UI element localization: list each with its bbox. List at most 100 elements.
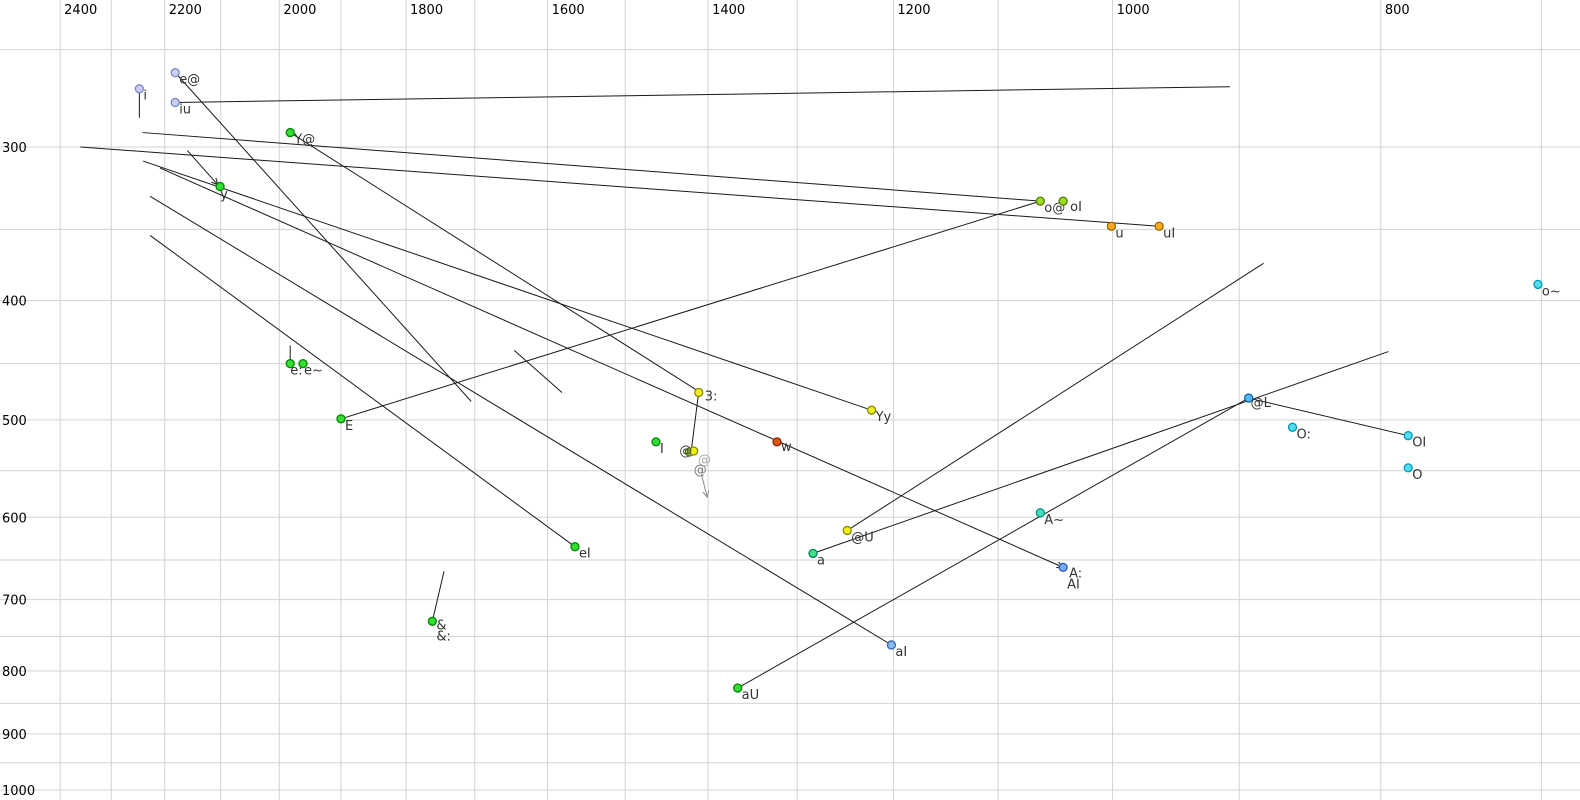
- vowel-point-o@: [1035, 196, 1045, 206]
- vowel-label-Yy: Yy: [875, 410, 892, 425]
- vowel-point-OI: [1403, 431, 1413, 441]
- vowel-label-u: u: [1115, 226, 1123, 241]
- trajectory-line: [142, 160, 872, 411]
- vowel-label-a: a: [817, 553, 825, 568]
- vowel-label-aI: aI: [895, 645, 907, 660]
- vowel-point-A:: [1058, 562, 1068, 573]
- trajectory-line: [142, 132, 1041, 202]
- vowel-label-OI: OI: [1412, 436, 1426, 451]
- vowel-point-a: [808, 548, 818, 559]
- trajectory-arrowhead: [702, 491, 708, 498]
- vowel-point-eI: [570, 542, 580, 552]
- trajectory-line: [846, 262, 1264, 531]
- x-tick-label: 2400: [64, 3, 97, 18]
- vowel-point-iu: [170, 97, 180, 108]
- y-tick-label: 400: [2, 295, 27, 310]
- vowel-point-unlabeled: [688, 446, 699, 456]
- trajectory-line: [149, 195, 892, 646]
- vowel-label-uI: uI: [1163, 226, 1175, 241]
- vowel-label-oI: oI: [1070, 200, 1082, 215]
- floating-label-schwa: @: [694, 463, 707, 478]
- vowel-label-aU: aU: [742, 688, 759, 703]
- vowel-label-A~: A~: [1044, 513, 1064, 528]
- vowel-point-A~: [1035, 508, 1045, 518]
- vowel-point-3:: [694, 387, 704, 398]
- x-tick-label: 800: [1385, 3, 1410, 18]
- x-tick-label: 1800: [410, 3, 443, 18]
- vowel-point-w: [772, 437, 782, 447]
- trajectory-line: [700, 473, 708, 498]
- vowel-point-e:: [285, 358, 295, 369]
- trajectory-line: [431, 571, 445, 622]
- vowel-point-aI: [886, 640, 897, 650]
- vowel-label-O:: O:: [1297, 427, 1311, 442]
- x-tick-label: 1600: [552, 3, 585, 18]
- trajectory-line: [174, 72, 472, 402]
- trajectory-line: [187, 150, 219, 186]
- trajectory-line: [1248, 397, 1409, 437]
- vowel-label-e~: e~: [304, 364, 323, 379]
- vowel-point-@L: [1243, 393, 1254, 403]
- x-tick-label: 1200: [897, 3, 930, 18]
- vowel-label-&:: &:: [436, 629, 451, 644]
- y-tick-label: 1000: [2, 784, 35, 799]
- vowel-point-O:: [1287, 422, 1298, 432]
- vowel-point-I: [651, 437, 661, 447]
- vowel-point-Y@: [285, 127, 295, 138]
- vowel-label-@U: @U: [851, 530, 874, 545]
- vowel-label-Y@: Y@: [293, 133, 315, 148]
- vowel-label-i: i: [143, 89, 147, 104]
- vowel-label-o@: o@: [1044, 201, 1065, 216]
- vowel-label-w: w: [781, 440, 792, 455]
- y-tick-label: 300: [2, 141, 27, 156]
- vowel-label-E: E: [345, 419, 353, 434]
- vowel-point-oI: [1058, 196, 1068, 206]
- trajectory-line: [690, 392, 700, 453]
- vowel-point-E: [336, 414, 346, 424]
- vowel-label-&: &: [436, 618, 446, 633]
- vowel-point-O: [1403, 463, 1413, 473]
- x-tick-label: 1000: [1117, 3, 1150, 18]
- vowel-label-@L: @L: [1251, 396, 1272, 411]
- trajectory-line: [513, 349, 563, 393]
- vowel-label-O: O: [1412, 468, 1422, 483]
- vowel-point-@U: [842, 525, 852, 536]
- floating-label-schwa: @: [698, 453, 711, 468]
- vowel-label-iu: iu: [179, 102, 191, 117]
- vowel-point-e@: [170, 67, 180, 78]
- vowel-point-o~: [1533, 279, 1543, 290]
- trajectory-line: [149, 235, 576, 548]
- vowel-label-eI: eI: [579, 547, 591, 562]
- x-tick-label: 2200: [169, 3, 202, 18]
- vowel-label-o~: o~: [1542, 284, 1561, 299]
- vowel-point-e~: [298, 358, 308, 369]
- trajectory-line: [737, 397, 1249, 689]
- vowel-label-e:: e:: [290, 364, 302, 379]
- vowel-point-aU: [733, 683, 743, 693]
- vowel-point-u: [1106, 221, 1117, 231]
- vowel-point-uI: [1154, 221, 1164, 231]
- vowel-label-3:: 3:: [705, 389, 718, 404]
- trajectory-arrowhead: [706, 490, 710, 498]
- vowel-label-AI: AI: [1067, 577, 1080, 592]
- vowel-label-e@: e@: [179, 73, 200, 88]
- trajectory-line: [289, 132, 699, 392]
- vowel-label-I: I: [660, 442, 664, 457]
- trajectory-line: [340, 200, 1041, 420]
- vowel-point-i: [134, 84, 145, 94]
- vowel-point-Yy: [866, 405, 877, 415]
- vowel-point-y: [215, 181, 225, 192]
- y-tick-label: 500: [2, 414, 27, 429]
- x-tick-label: 1400: [712, 3, 745, 18]
- y-tick-label: 600: [2, 511, 27, 526]
- y-tick-label: 900: [2, 728, 27, 743]
- floating-label-schwa: @: [679, 444, 692, 459]
- trajectory-line: [80, 146, 1160, 227]
- trajectory-line: [812, 351, 1389, 554]
- y-tick-label: 700: [2, 594, 27, 609]
- vowel-point-&: [427, 616, 437, 626]
- trajectory-line: [175, 86, 1230, 103]
